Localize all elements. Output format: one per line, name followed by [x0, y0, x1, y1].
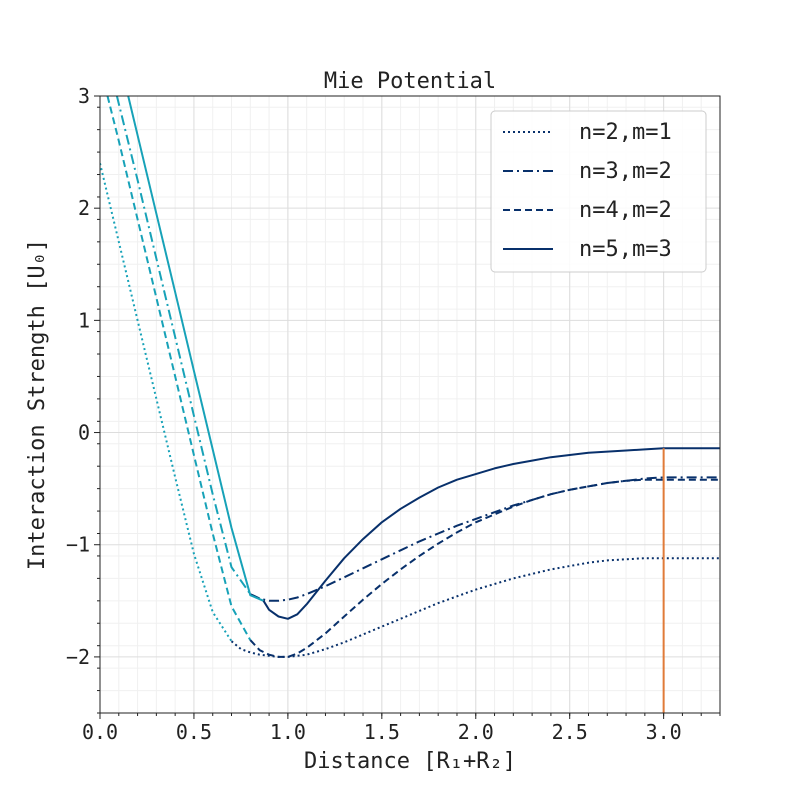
series-line-3-inner: [106, 96, 252, 641]
legend-label: n=5,m=3: [579, 237, 672, 262]
x-tick-label: 2.5: [552, 720, 588, 744]
x-tick-label: 1.5: [364, 720, 400, 744]
x-tick-label: 2.0: [458, 720, 494, 744]
series-line-1-inner: [100, 163, 233, 642]
series-line-4-inner: [127, 96, 264, 602]
y-axis-label: Interaction Strength [U₀]: [25, 239, 50, 570]
series-line-4: [262, 447, 720, 620]
y-tick-label: 0: [78, 421, 90, 445]
y-tick-label: −2: [66, 645, 90, 669]
series-line-3: [249, 478, 720, 658]
y-tick-label: 3: [78, 84, 90, 108]
axis-ticks: 0.0 0.5 1.0 1.5 2.0 2.5 3.0 −2 −1 0 1 2 3: [66, 84, 721, 744]
x-tick-label: 0.0: [82, 720, 118, 744]
plot-frame: [99, 95, 721, 714]
legend: n=2,m=1 n=3,m=2 n=4,m=2 n=5,m=3: [490, 110, 707, 273]
chart-title: Mie Potential: [324, 69, 496, 94]
series-line-1: [230, 557, 720, 658]
x-tick-label: 1.0: [270, 720, 306, 744]
y-tick-label: 1: [78, 308, 90, 332]
legend-label: n=4,m=2: [579, 198, 672, 223]
series-line-2-inner: [115, 96, 261, 600]
y-tick-label: 2: [78, 196, 90, 220]
plot-area: [100, 96, 720, 713]
y-tick-label: −1: [66, 533, 90, 557]
series-line-2: [249, 476, 720, 602]
x-tick-label: 0.5: [176, 720, 212, 744]
legend-box: [490, 110, 707, 273]
legend-label: n=2,m=1: [579, 120, 672, 145]
x-tick-label: 3.0: [646, 720, 682, 744]
legend-label: n=3,m=2: [579, 159, 672, 184]
x-axis-label: Distance [R₁+R₂]: [304, 749, 516, 774]
